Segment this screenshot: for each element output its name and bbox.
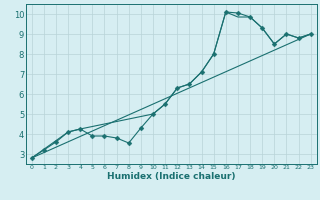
X-axis label: Humidex (Indice chaleur): Humidex (Indice chaleur) bbox=[107, 172, 236, 181]
